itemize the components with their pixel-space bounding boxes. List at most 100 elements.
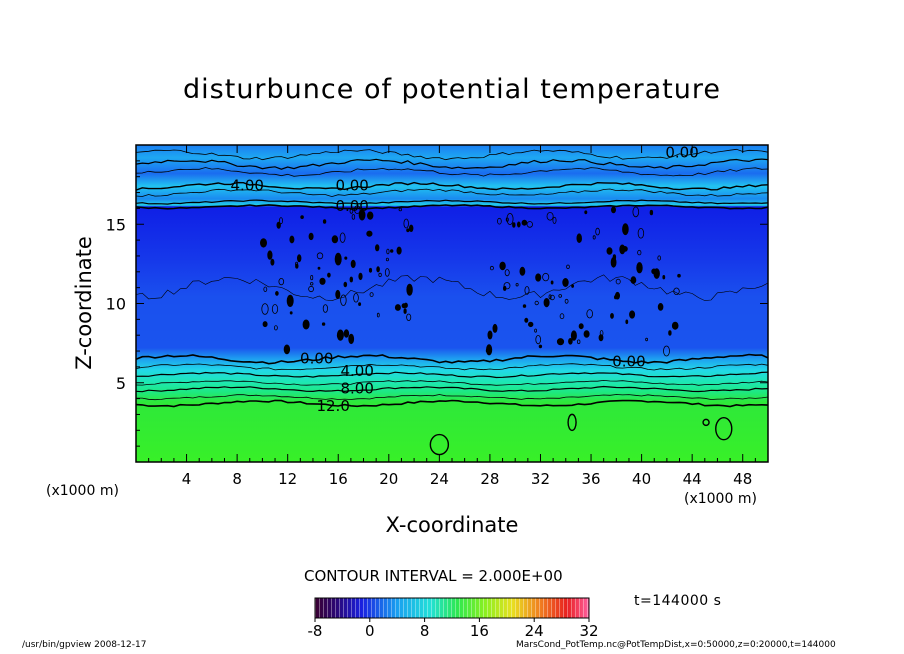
contour-cell [702,418,710,427]
y-axis-label: Z-coordinate [72,236,96,370]
contour-cell [398,207,402,212]
contour-line [136,399,768,408]
contour-cell [715,417,733,441]
contour-label: 12.0 [316,397,349,415]
contour-cell [321,322,326,326]
contour-cell [344,256,348,260]
contour-cell [376,312,380,318]
colorbar-ticks: -8 0 8 16 24 32 [308,618,599,640]
contour-cell [538,344,543,349]
contour-cell [549,294,555,301]
contour-line [136,148,768,161]
contour-cell [503,282,511,290]
colorbar-tick-label: 32 [579,622,598,640]
colorbar: -8 0 8 16 24 32 [308,597,599,640]
footer-source: MarsCond_PotTemp.nc@PotTempDist,x=0:5000… [516,640,836,650]
contour-line [136,167,768,177]
contour-cell [276,221,281,229]
contour-cell [273,325,278,331]
contour-cell [524,317,529,323]
contour-cell [322,304,328,313]
contour-cell [283,344,291,355]
contour-cell [406,228,410,233]
contour-label: 0.00 [300,349,333,367]
contour-cell [556,338,565,346]
contour-cell [262,321,268,328]
x-tick-label: 48 [733,470,752,488]
x-unit-left: (x1000 m) [46,483,119,499]
contour-cell [358,302,362,307]
colorbar-stripes [315,598,589,618]
contour-cell [524,286,530,295]
contour-cell [386,248,390,255]
contour-label: 0.00 [612,353,645,371]
x-tick-label: 32 [531,470,550,488]
contour-line [136,353,768,365]
time-label: t=144000 s [634,593,722,609]
contour-cell [369,292,374,298]
contour-cell [629,310,636,319]
contour-cell [662,275,666,280]
contour-cell [515,283,519,287]
contour-cell [358,272,363,281]
contour-cell [568,337,573,345]
contour-cell [295,263,299,269]
contour-cell [504,269,510,277]
contour-cell [615,291,621,300]
contour-cell [534,328,537,333]
contour-cell [375,244,380,252]
y-tick-label: 15 [106,215,126,234]
contour-cell [278,277,285,286]
contour-cell [663,345,670,357]
contour-cell [576,233,582,244]
contour-cell [566,264,570,269]
contour-cell [322,219,327,224]
contour-line [136,188,768,198]
contour-cell [489,265,494,271]
contour-cell [677,273,681,278]
contour-line [136,204,768,210]
contour-cell [335,289,341,300]
contour-cell [534,300,539,306]
contour-cell [519,266,526,276]
contour-cell [349,276,353,283]
contour-cell [403,308,407,314]
contour-cell [592,235,596,240]
x-tick-label: 20 [379,470,398,488]
contour-cell [310,274,314,281]
contour-cell [610,257,617,268]
contour-cell [289,311,293,315]
contour-cell [567,413,577,432]
contour-cell [505,217,509,222]
colorbar-tick-label: -8 [308,622,323,640]
contour-cell [349,208,354,214]
contour-cell [636,262,643,274]
contour-cell [378,272,382,277]
contour-cell [528,321,534,328]
contour-cell [487,330,493,340]
y-tick-label: 5 [116,374,126,393]
contour-line [136,371,768,379]
contour-cell [340,294,347,306]
contour-cell [406,313,412,321]
contour-cell [542,272,550,282]
contour-cell [577,339,581,345]
x-tick-label: 8 [232,470,242,488]
contour-cell [512,222,516,228]
contour-cell [308,285,315,293]
contour-label: 8.00 [340,380,373,398]
contour-label: 0.00 [335,177,368,195]
contour-cell [503,285,507,291]
colorbar-tick-label: 0 [365,622,375,640]
x-tick-label: 40 [632,470,651,488]
contour-cell [516,221,521,228]
contour-label: 4.00 [231,177,264,195]
contour-cell [409,224,414,232]
contour-line [136,394,768,401]
contour-cell [595,227,600,236]
contour-cell [586,309,593,319]
contour-cell [630,276,637,284]
contour-interval: CONTOUR INTERVAL = 2.000E+00 [304,567,563,585]
contour-cell [308,232,314,241]
